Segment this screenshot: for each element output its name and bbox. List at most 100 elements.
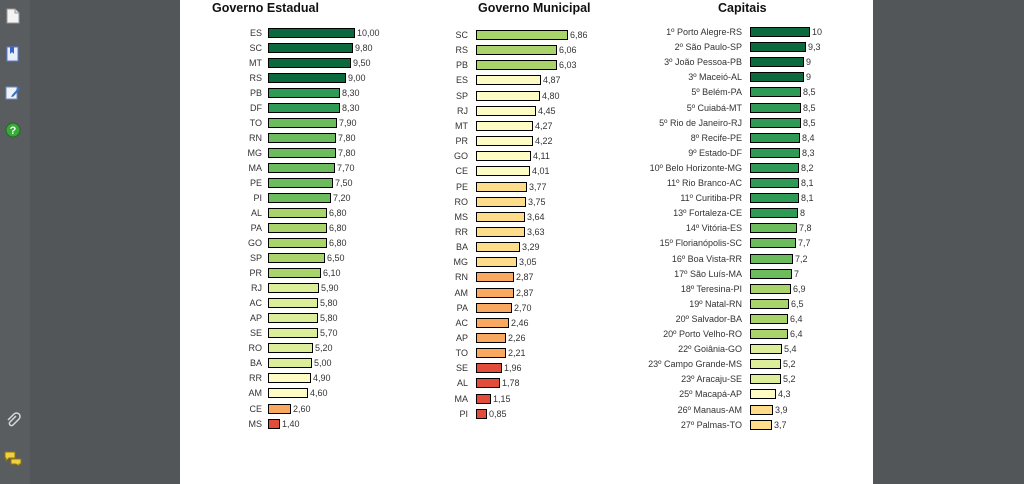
help-icon[interactable]: ? [3, 120, 23, 140]
value-label-estadual: 7,90 [339, 118, 357, 128]
category-label-capitais: 2º São Paulo-SP [674, 42, 742, 52]
category-label-municipal: MG [453, 257, 469, 267]
category-label-estadual: RR [249, 373, 262, 383]
bar-capitais [750, 27, 810, 37]
bar-municipal [476, 197, 526, 207]
bar-capitais [750, 329, 788, 339]
category-label-municipal: MT [455, 121, 468, 131]
value-label-capitais: 8,1 [801, 193, 814, 203]
bookmarks-icon[interactable] [3, 44, 23, 64]
category-label-municipal: RJ [457, 106, 468, 116]
bar-capitais [750, 269, 792, 279]
bar-estadual [268, 88, 340, 98]
bar-estadual [268, 58, 351, 68]
category-label-estadual: AC [249, 298, 262, 308]
category-label-municipal: MA [454, 394, 469, 404]
value-label-capitais: 8,2 [801, 163, 814, 173]
bar-municipal [476, 288, 514, 298]
category-label-capitais: 20º Porto Velho-RO [663, 329, 742, 339]
value-label-municipal: 4,27 [535, 121, 553, 131]
value-label-capitais: 8 [800, 208, 806, 218]
category-label-capitais: 10º Belo Horizonte-MG [649, 163, 742, 173]
bar-municipal [476, 30, 568, 40]
bar-municipal [476, 106, 536, 116]
category-label-estadual: RO [248, 343, 263, 353]
chart-title-capitais: Capitais [718, 1, 767, 15]
value-label-capitais: 5,2 [783, 374, 796, 384]
category-label-capitais: 3º João Pessoa-PB [664, 57, 742, 67]
bar-municipal [476, 227, 525, 237]
bar-estadual [268, 388, 308, 398]
value-label-municipal: 3,64 [527, 212, 545, 222]
bar-estadual [268, 298, 318, 308]
bar-municipal [476, 182, 527, 192]
category-label-municipal: RO [454, 197, 469, 207]
bar-capitais [750, 284, 791, 294]
value-label-municipal: 4,11 [533, 151, 550, 161]
bar-capitais [750, 57, 804, 67]
bar-estadual [268, 208, 327, 218]
value-label-municipal: 2,26 [508, 333, 526, 343]
value-label-municipal: 1,78 [502, 378, 520, 388]
value-label-municipal: 4,22 [535, 136, 553, 146]
category-label-municipal: AC [455, 318, 468, 328]
bar-municipal [476, 166, 530, 176]
value-label-capitais: 5,2 [783, 359, 796, 369]
value-label-estadual: 5,80 [320, 298, 338, 308]
bar-estadual [268, 268, 321, 278]
value-label-estadual: 7,20 [333, 193, 351, 203]
category-label-estadual: RJ [251, 283, 262, 293]
category-label-capitais: 20º Salvador-BA [675, 314, 742, 324]
comments-icon[interactable] [3, 448, 23, 468]
page-icon[interactable] [3, 6, 23, 26]
bar-municipal [476, 136, 533, 146]
bar-estadual [268, 163, 335, 173]
value-label-estadual: 5,00 [314, 358, 332, 368]
bar-capitais [750, 103, 801, 113]
value-label-estadual: 6,50 [327, 253, 345, 263]
bar-municipal [476, 242, 520, 252]
value-label-municipal: 3,75 [528, 197, 546, 207]
bar-estadual [268, 328, 318, 338]
value-label-estadual: 10,00 [357, 28, 380, 38]
value-label-municipal: 1,96 [504, 363, 522, 373]
value-label-estadual: 6,80 [329, 238, 347, 248]
value-label-capitais: 10 [812, 27, 823, 37]
value-label-estadual: 4,90 [313, 373, 331, 383]
bar-capitais [750, 420, 772, 430]
category-label-estadual: MS [248, 419, 263, 429]
value-label-municipal: 0,85 [489, 409, 507, 419]
value-label-capitais: 6,5 [791, 299, 804, 309]
attachment-icon[interactable] [3, 410, 23, 430]
bar-estadual [268, 133, 336, 143]
bar-estadual [268, 178, 333, 188]
category-label-estadual: SE [249, 328, 262, 338]
annotate-icon[interactable] [3, 82, 23, 102]
category-label-municipal: RN [455, 272, 468, 282]
category-label-capitais: 18º Teresina-PI [680, 284, 742, 294]
value-label-municipal: 2,87 [516, 272, 534, 282]
value-label-estadual: 9,00 [348, 73, 366, 83]
bar-municipal [476, 257, 517, 267]
bar-municipal [476, 333, 506, 343]
chart-title-governo-municipal: Governo Municipal [478, 1, 591, 15]
value-label-municipal: 1,15 [493, 394, 511, 404]
value-label-municipal: 3,63 [527, 227, 545, 237]
bar-municipal [476, 303, 512, 313]
category-label-estadual: MT [249, 58, 262, 68]
value-label-capitais: 7 [794, 269, 800, 279]
bar-capitais [750, 254, 793, 264]
bar-municipal [476, 348, 506, 358]
category-label-municipal: SC [455, 30, 468, 40]
value-label-capitais: 6,4 [790, 314, 803, 324]
bar-capitais [750, 344, 782, 354]
category-label-capitais: 11º Curitiba-PR [680, 193, 742, 203]
value-label-estadual: 7,70 [337, 163, 355, 173]
category-label-municipal: PR [455, 136, 468, 146]
bar-municipal [476, 378, 500, 388]
bar-municipal [476, 45, 557, 55]
bar-municipal [476, 151, 531, 161]
bar-municipal [476, 409, 487, 419]
bar-capitais [750, 42, 806, 52]
category-label-estadual: SC [249, 43, 262, 53]
